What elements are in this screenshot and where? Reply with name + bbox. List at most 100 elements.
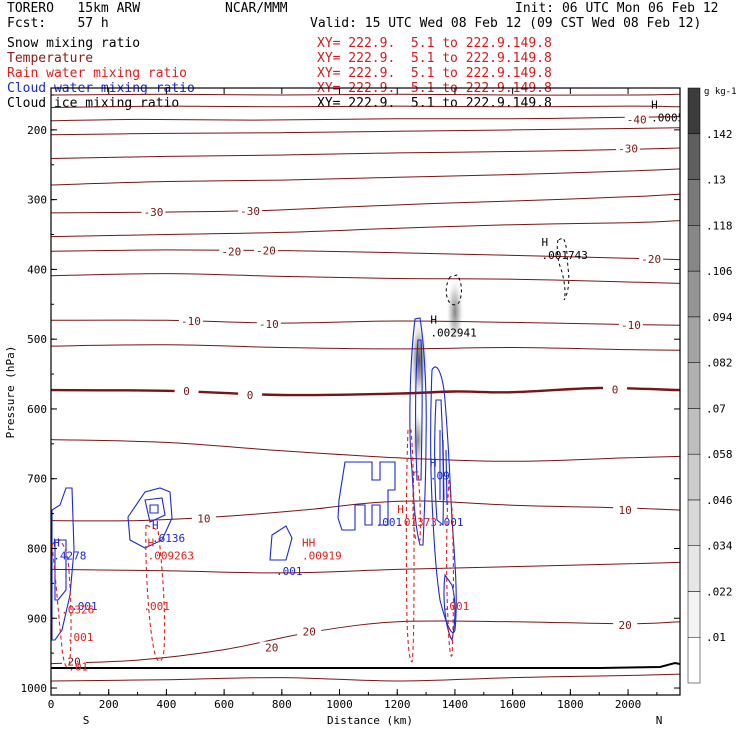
annotation-value: .001 [437, 516, 464, 529]
annotation-value: .001 [376, 516, 403, 529]
legend-xy: XY= 222.9. 5.1 to 222.9.149.8 [317, 51, 552, 66]
colorbar-label: .13 [706, 174, 726, 187]
annotation-value: .001 [143, 600, 170, 613]
isotherm-line [51, 127, 680, 136]
isotherm-label: -40 [627, 113, 647, 126]
annotation-value: .09 [430, 469, 450, 482]
annotation-value: .6136 [152, 532, 185, 545]
terrain-surface [51, 661, 680, 669]
annotation-marker: H [430, 313, 437, 326]
cloud-ice-core-2 [446, 276, 464, 348]
x-tick-label: 1200 [384, 698, 411, 711]
cloud-water-contour-mid-2 [144, 497, 166, 523]
annotation-marker: H [152, 519, 159, 532]
snow-contour-1 [445, 274, 462, 306]
x-tick-label: 0 [48, 698, 55, 711]
isotherm-label: 20 [303, 626, 316, 639]
isotherm-label: 10 [619, 504, 632, 517]
isotherm-label: 20 [67, 656, 80, 669]
colorbar-label: .118 [706, 219, 733, 232]
colorbar-swatch [687, 636, 701, 684]
isotherm-label: -10 [181, 315, 201, 328]
cloud-water-contour-west-2 [269, 525, 293, 561]
isotherm-line [51, 249, 680, 261]
cloud-water-contour-east-3 [439, 430, 448, 506]
rain-contour-main-2 [446, 479, 455, 657]
isotherm-label-bg [219, 245, 244, 258]
y-tick-label: 1000 [21, 682, 48, 695]
y-tick-label: 300 [27, 194, 47, 207]
y-tick-label: 700 [27, 473, 47, 486]
terrain-line [51, 661, 680, 669]
annotation-value: .001 [71, 600, 98, 613]
isotherm-line [51, 220, 680, 238]
isotherm-label-bg [639, 252, 664, 265]
y-tick-label: 500 [27, 333, 47, 346]
annotation-value: .009263 [148, 550, 194, 563]
isotherm-line [51, 116, 680, 122]
x-tick-label: 200 [99, 698, 119, 711]
rain-contour-main-3 [412, 471, 421, 541]
colorbar-label: .07 [706, 402, 726, 415]
cloud-ice-shading [410, 276, 464, 470]
cloud-water-contours [51, 317, 457, 642]
valid-time: Valid: 15 UTC Wed 08 Feb 12 (09 CST Wed … [310, 16, 702, 31]
isotherm-line [51, 439, 680, 462]
isotherm-label-bg [253, 244, 278, 257]
isotherm-label: -20 [221, 245, 241, 258]
legend-xy: XY= 222.9. 5.1 to 222.9.149.8 [317, 66, 552, 81]
legend-xy: XY= 222.9. 5.1 to 222.9.149.8 [317, 36, 552, 51]
cloud-water-contour-mid-3 [149, 504, 159, 514]
isotherm-line [51, 168, 680, 186]
x-tick-label: 1600 [499, 698, 526, 711]
isotherm-label-bg [297, 625, 322, 638]
annotation-marker: H [542, 236, 549, 249]
isotherm-label-bg [259, 641, 284, 654]
cloud-water-contour-left [51, 487, 75, 641]
annotation-marker: H [430, 456, 437, 469]
colorbar-swatch [687, 408, 701, 455]
annotation-value: .0326 [61, 603, 94, 616]
isotherm-label-bg [62, 655, 87, 668]
isotherm-label-bg [238, 388, 263, 401]
isotherm-label: -10 [259, 318, 279, 331]
isotherm-label-bg [613, 619, 638, 632]
annotation-marker: H [53, 537, 60, 550]
isotherm-line [51, 147, 680, 159]
annotation-value: .00051 [651, 111, 691, 124]
legend-label: Temperature [7, 51, 94, 66]
rain-contour-mid [145, 524, 166, 662]
isotherm-label-bg [624, 113, 649, 126]
colorbar-unit: g kg-1 [704, 87, 737, 97]
legend-label: Snow mixing ratio [7, 36, 141, 51]
isotherm-line [51, 319, 680, 326]
isotherm-label-bg [618, 319, 643, 332]
rain-water-contours [51, 429, 455, 668]
cloud-water-contour-main-2 [415, 339, 423, 481]
isotherm-label-bg [613, 504, 638, 517]
isotherm-label: -30 [618, 143, 638, 156]
annotation-value: .00919 [302, 550, 342, 563]
colorbar-swatch [687, 499, 701, 546]
cloud-water-contour-east [430, 366, 457, 633]
annotation-value: .01373 [397, 516, 437, 529]
colorbar-label: .106 [706, 265, 733, 278]
colorbar-label: .058 [706, 448, 733, 461]
isotherm-label-bg [178, 315, 203, 328]
annotation-marker: H [397, 503, 404, 516]
isotherm-label-bg [174, 384, 199, 397]
isotherm-line [51, 344, 680, 351]
isotherm-line [51, 273, 680, 284]
isotherm-label-bg [616, 142, 641, 155]
legend-xy: XY= 222.9. 5.1 to 222.9.149.8 [317, 96, 552, 111]
isotherm-label-bg [191, 512, 216, 525]
cloud-water-contour-main [409, 317, 427, 546]
colorbar-swatch [687, 87, 701, 135]
plot-frame [50, 87, 681, 696]
rain-contour-left [51, 539, 72, 668]
y-tick-label: 800 [27, 542, 47, 555]
isotherm-label: 10 [197, 512, 210, 525]
colorbar-swatch [687, 179, 701, 226]
annotation-value: .001 [443, 600, 470, 613]
annotation-value: .001 [276, 565, 303, 578]
